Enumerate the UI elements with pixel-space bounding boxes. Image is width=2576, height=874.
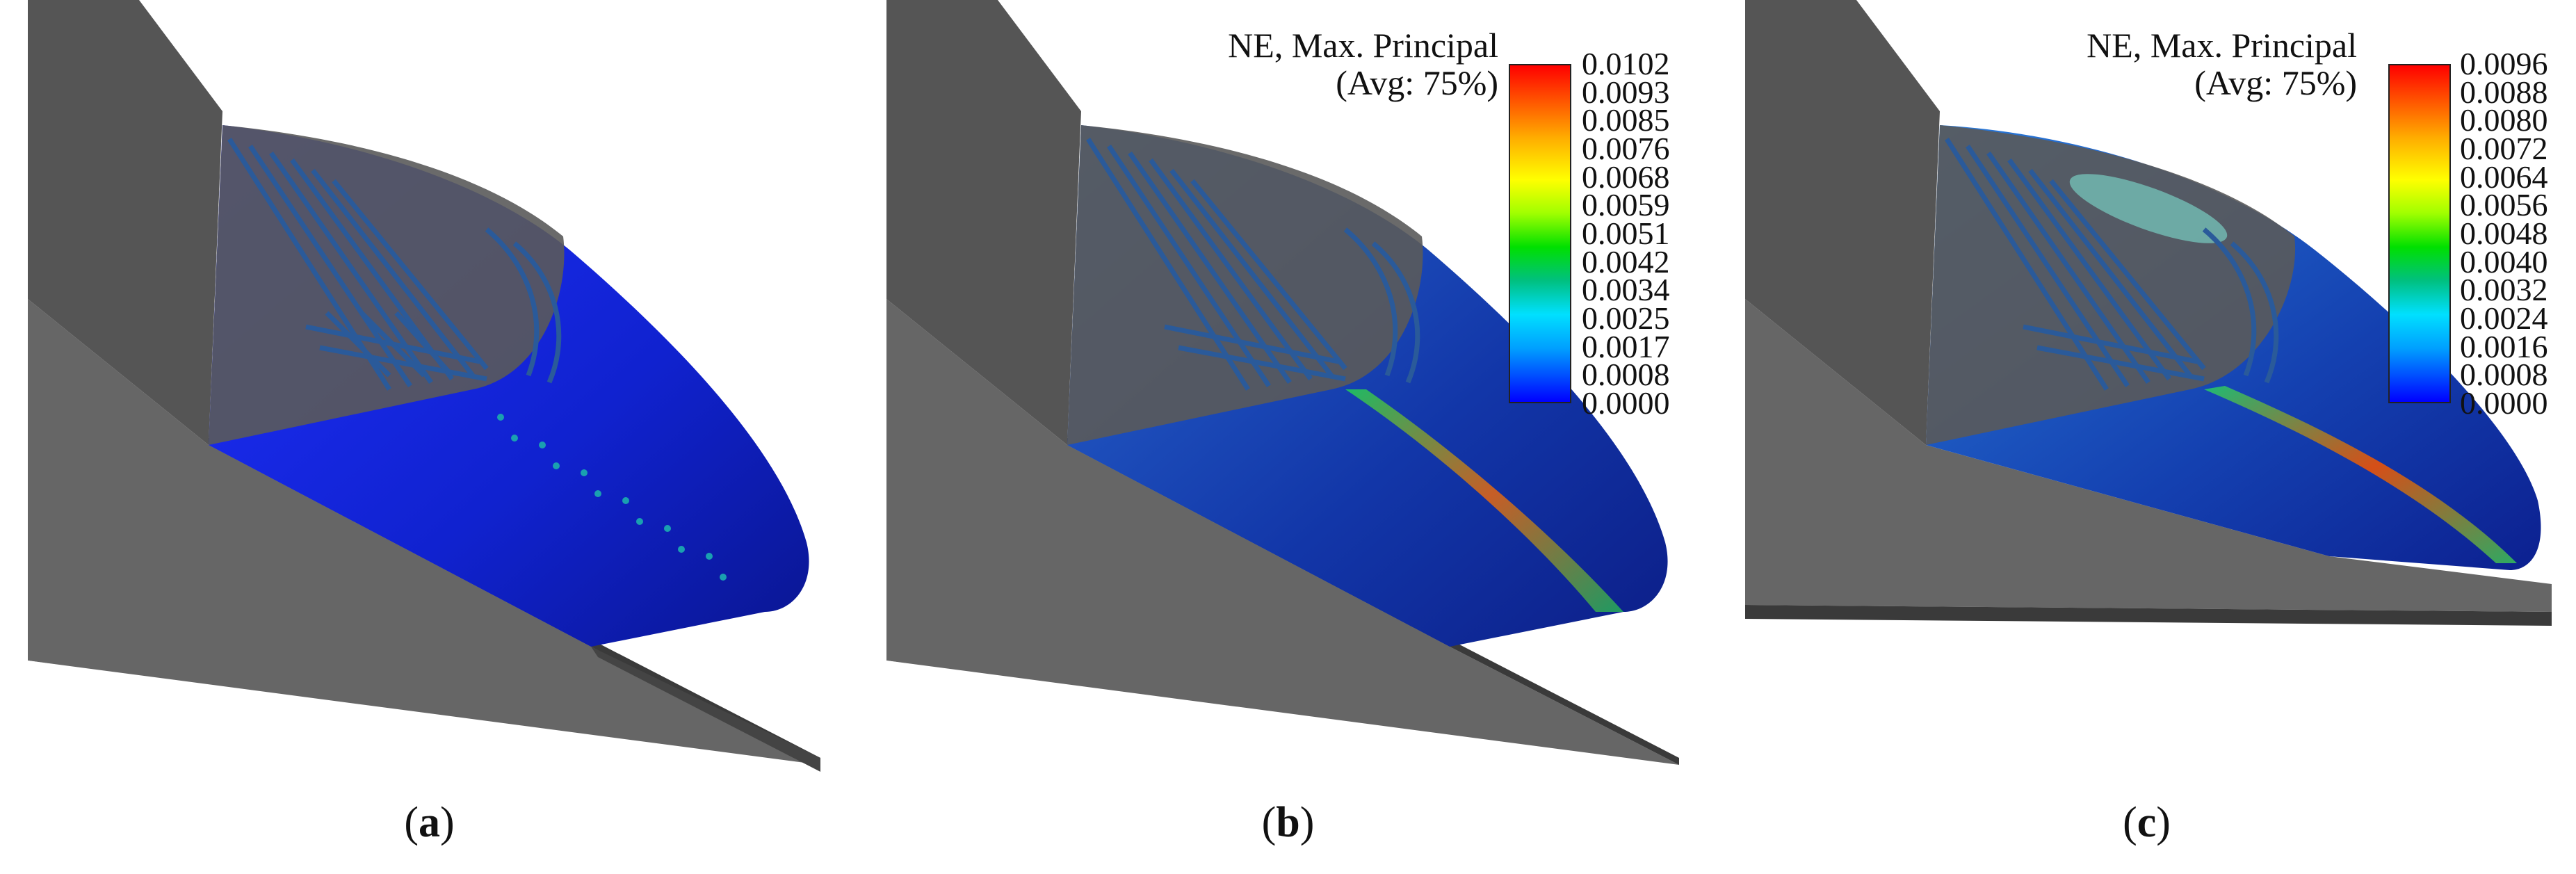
panel-b: NE, Max. Principal (Avg: 75%) 0.0102 0.0… <box>859 0 1717 874</box>
tick-label: 0.0051 <box>1582 216 1670 251</box>
internal-ribs <box>227 138 562 391</box>
fairing-model-uniform-render <box>28 0 820 793</box>
colorbar <box>1509 64 1571 403</box>
legend-title: NE, Max. Principal (Avg: 75%) <box>2087 26 2357 102</box>
fairing-model-strain-render-variant <box>1745 0 2552 626</box>
tick-label: 0.0072 <box>2460 131 2548 166</box>
tick-label: 0.0059 <box>1582 187 1670 223</box>
tick-label: 0.0088 <box>2460 74 2548 110</box>
tick-label: 0.0008 <box>1582 357 1670 393</box>
fairing-model-strain-render <box>886 0 1679 793</box>
panel-a: (a) <box>0 0 859 874</box>
tick-label: 0.0096 <box>2460 46 2548 81</box>
tick-label: 0.0000 <box>1582 385 1670 421</box>
tick-label: 0.0080 <box>2460 102 2548 138</box>
tick-label: 0.0040 <box>2460 243 2548 280</box>
tick-label: 0.0064 <box>2460 159 2548 195</box>
tick-label: 0.0042 <box>1582 243 1670 280</box>
tick-label: 0.0102 <box>1582 46 1670 81</box>
caption-c: (c) <box>2123 799 2171 846</box>
tick-label: 0.0068 <box>1582 159 1670 195</box>
tick-label: 0.0017 <box>1582 328 1670 364</box>
tick-label: 0.0085 <box>1582 102 1670 138</box>
tick-label: 0.0016 <box>2460 328 2548 364</box>
caption-b: (b) <box>1261 799 1315 846</box>
caption-a: (a) <box>404 799 455 846</box>
tick-label: 0.0008 <box>2460 357 2548 393</box>
tick-label: 0.0025 <box>1582 300 1670 336</box>
tick-label: 0.0032 <box>2460 272 2548 308</box>
colorbar <box>2388 64 2451 403</box>
tick-label: 0.0076 <box>1582 131 1670 166</box>
tick-label: 0.0048 <box>2460 216 2548 251</box>
tick-label: 0.0000 <box>2460 385 2548 421</box>
tick-label: 0.0056 <box>2460 187 2548 223</box>
tick-label: 0.0024 <box>2460 300 2548 336</box>
panel-c: NE, Max. Principal (Avg: 75%) 0.0096 0.0… <box>1717 0 2576 874</box>
tick-label: 0.0093 <box>1582 74 1670 110</box>
tick-label: 0.0034 <box>1582 272 1670 308</box>
legend-title: NE, Max. Principal (Avg: 75%) <box>1228 26 1498 102</box>
fastener-rows <box>497 414 727 581</box>
